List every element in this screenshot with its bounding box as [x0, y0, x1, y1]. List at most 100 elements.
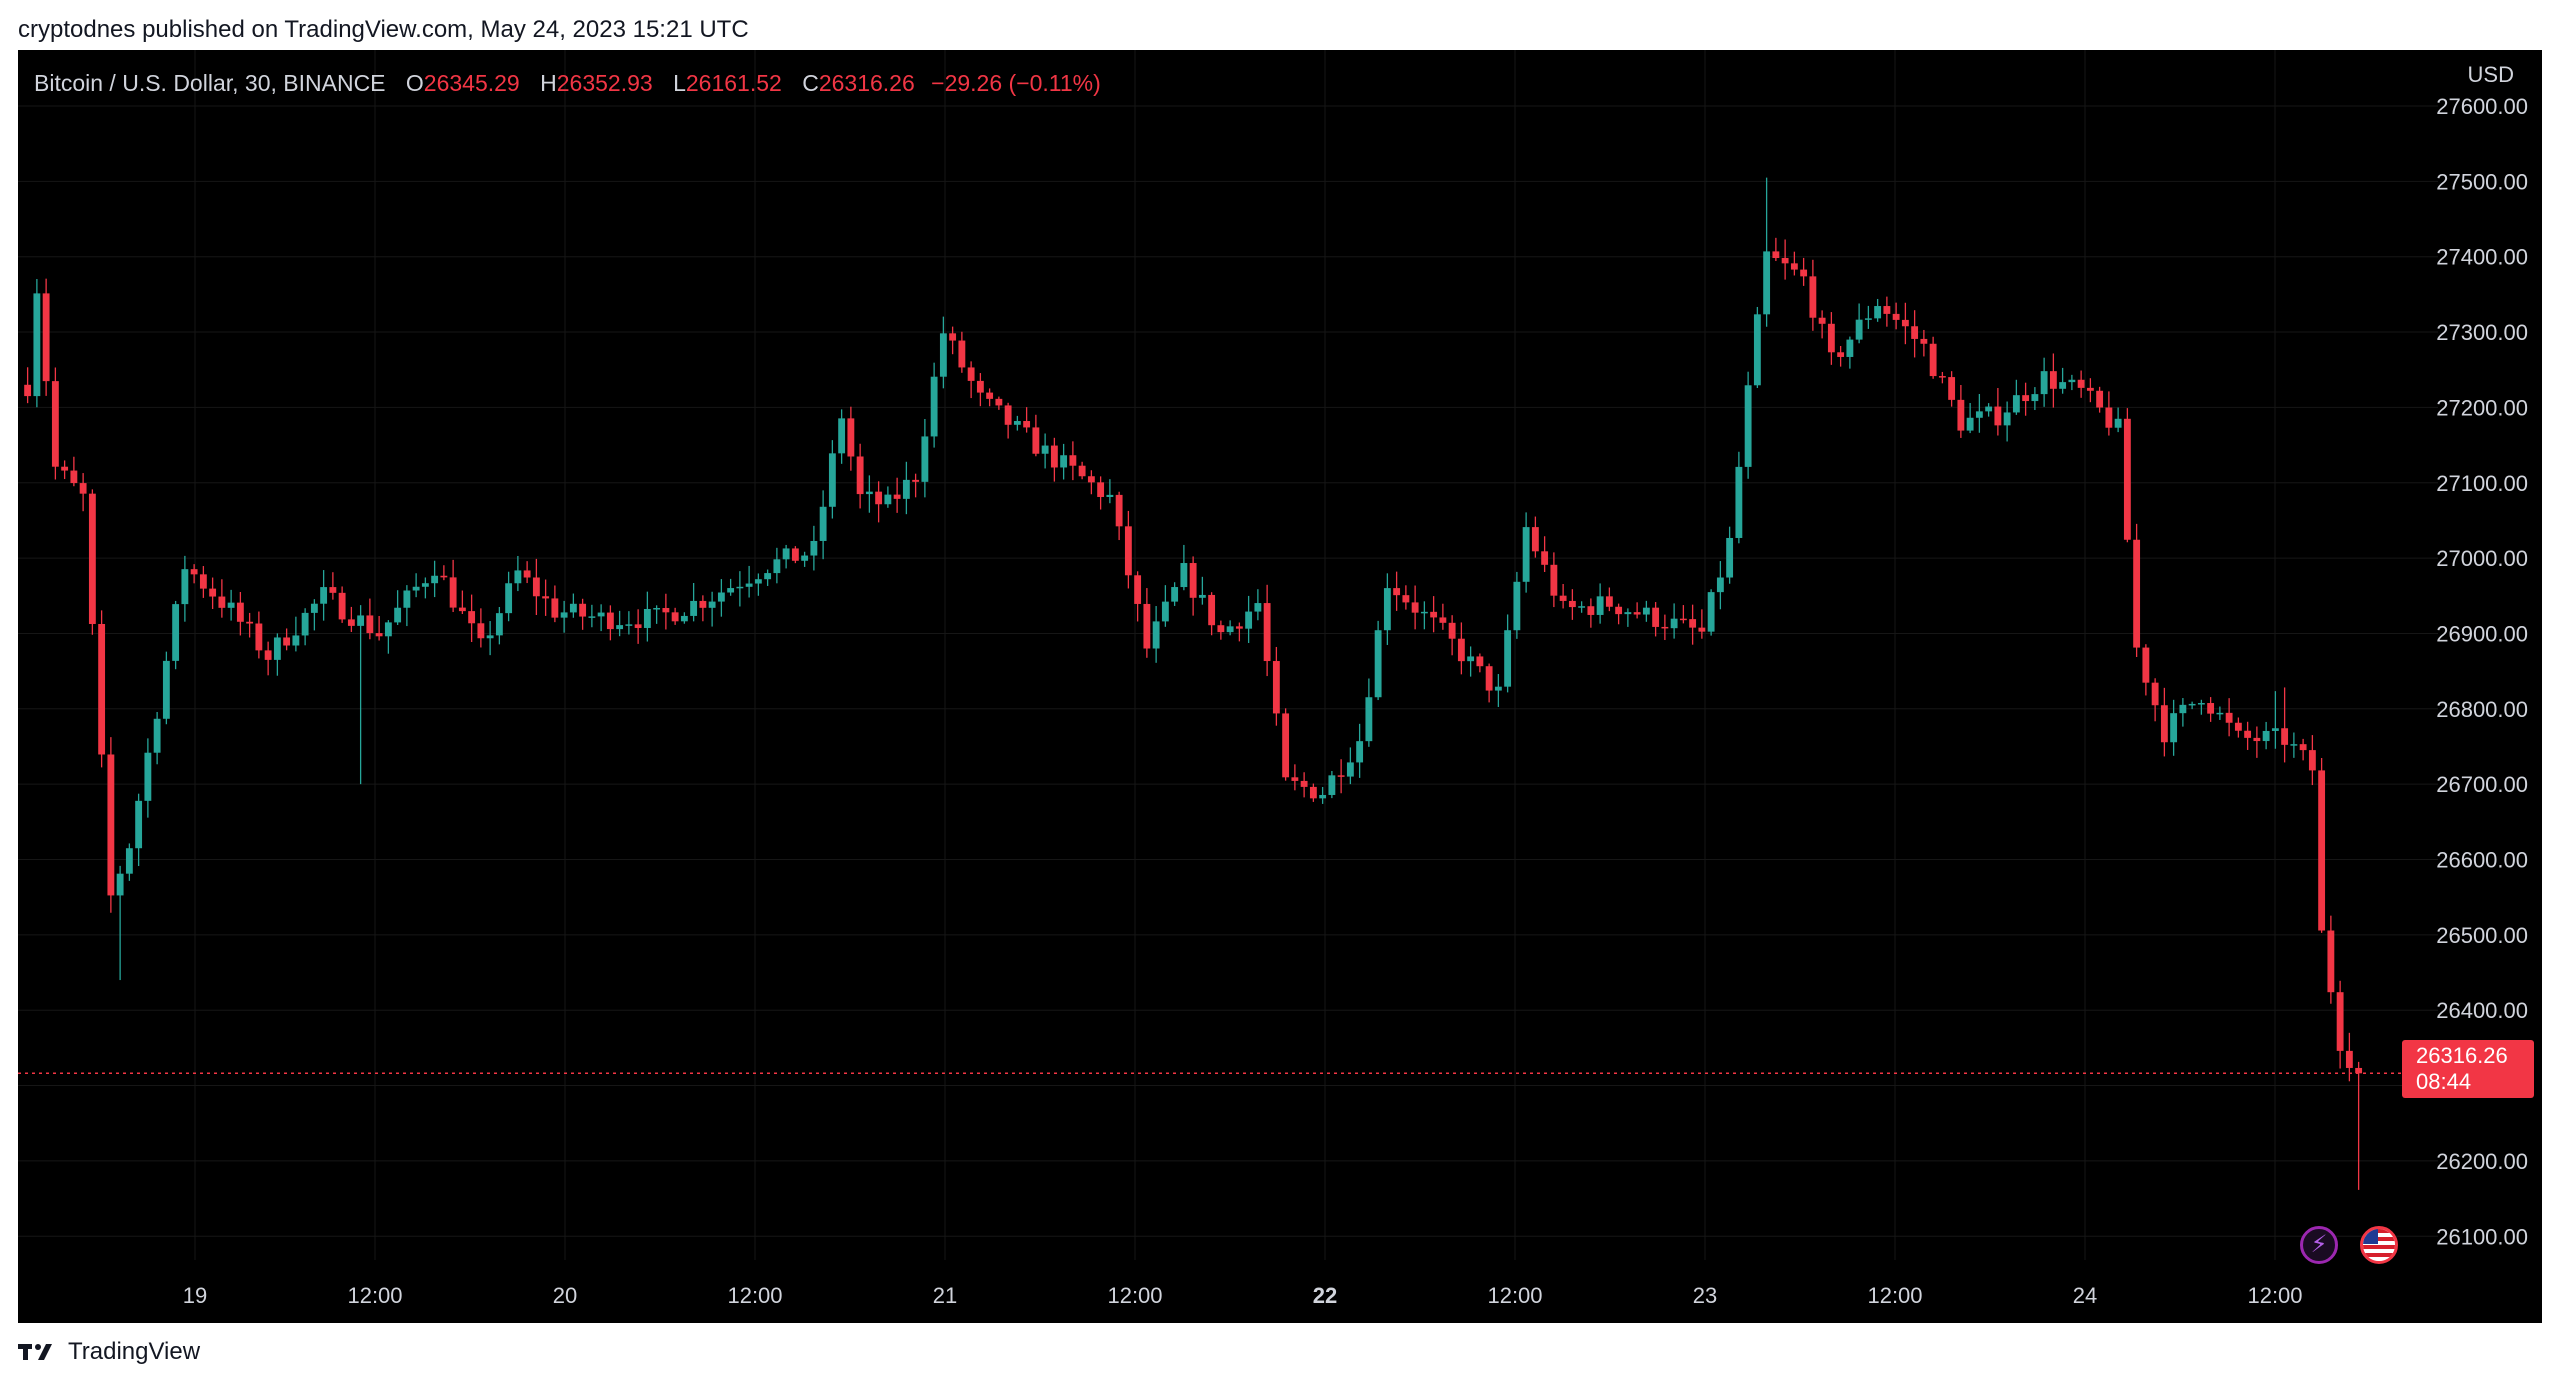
tradingview-logo-icon	[18, 1344, 52, 1360]
last-price-badge: 26316.26 08:44	[2402, 1040, 2534, 1098]
candle-body	[1652, 607, 1660, 627]
candle-body	[338, 592, 346, 620]
chart-area[interactable]: 27600.00 27500.00 27400.00 27300.00 27200.00…	[18, 50, 2542, 1323]
candle-body	[1356, 741, 1364, 763]
currency-label[interactable]: USD	[2467, 62, 2514, 87]
candle-body	[1587, 606, 1595, 615]
candle-body	[1457, 638, 1465, 662]
candle-body	[1800, 269, 1808, 277]
candle-body	[1596, 596, 1604, 615]
candle-body	[2012, 395, 2020, 413]
candle-body	[2086, 387, 2094, 391]
candlestick-chart[interactable]: 27600.00 27500.00 27400.00 27300.00 27200.00…	[18, 50, 2542, 1323]
candle-body	[2207, 703, 2215, 714]
candle-body	[1624, 612, 1632, 615]
candle-body	[1245, 611, 1253, 629]
time-tick-label: 24	[2073, 1283, 2097, 1308]
candle-body	[1707, 592, 1715, 632]
candle-body	[1670, 618, 1678, 629]
candle-body	[1568, 600, 1576, 608]
candle-body	[884, 494, 892, 505]
candle-body	[810, 540, 818, 556]
candle-body	[301, 612, 309, 636]
candle-body	[2308, 750, 2316, 771]
lightning-icon[interactable]: ⚡	[2300, 1226, 2338, 1264]
candle-body	[1827, 323, 1835, 353]
candle-body	[1920, 338, 1928, 344]
candle-body	[1615, 606, 1623, 615]
candle-body	[227, 602, 235, 608]
candle-body	[625, 624, 633, 626]
grid-lines	[18, 50, 2438, 1260]
candle-body	[1078, 465, 1086, 477]
candle-body	[671, 612, 679, 622]
candle-body	[2244, 730, 2252, 738]
candle-body	[1328, 775, 1336, 795]
tradingview-brand[interactable]: TradingView	[18, 1338, 200, 1366]
time-axis[interactable]: 19 12:00 20 12:00 21 12:00 22 12:00 23 12:00 24 12:…	[183, 1283, 2303, 1308]
candle-body	[606, 612, 614, 630]
candle-body	[1485, 666, 1493, 691]
price-tick-label: 27100.00	[2436, 471, 2528, 496]
candle-body	[2216, 712, 2224, 715]
candle-body	[1337, 775, 1345, 777]
candle-body	[135, 800, 143, 849]
candle-body	[1217, 625, 1225, 633]
candle-body	[1208, 594, 1216, 626]
time-tick-label: 23	[1693, 1283, 1717, 1308]
candle-body	[1975, 411, 1983, 418]
candle-body	[70, 470, 78, 484]
change-value: −29.26 (−0.11%)	[931, 70, 1101, 96]
candle-body	[1198, 594, 1206, 598]
candle-body	[246, 621, 254, 624]
candle-body	[893, 494, 901, 499]
price-tick-label: 27400.00	[2436, 245, 2528, 270]
candle-body	[1504, 630, 1512, 687]
candle-body	[976, 380, 984, 393]
candle-body	[199, 574, 207, 589]
candle-body	[560, 612, 568, 618]
candle-body	[745, 583, 753, 587]
candle-body	[1393, 588, 1401, 596]
candle-body	[791, 548, 799, 561]
candle-body	[310, 603, 318, 613]
candle-body	[347, 619, 355, 626]
candle-body	[1901, 319, 1909, 327]
candle-body	[2003, 412, 2011, 426]
time-tick-label: 12:00	[1867, 1283, 1922, 1308]
us-flag-icon[interactable]	[2360, 1226, 2398, 1264]
price-tick-label: 27300.00	[2436, 320, 2528, 345]
candle-body	[1291, 777, 1299, 781]
high-value: 26352.93	[556, 70, 653, 96]
candle-body	[107, 754, 115, 896]
candle-body	[2151, 682, 2159, 706]
candle-body	[2179, 704, 2187, 714]
candle-body	[449, 577, 457, 608]
time-tick-label: 12:00	[2247, 1283, 2302, 1308]
symbol-title[interactable]: Bitcoin / U.S. Dollar, 30, BINANCE	[34, 70, 386, 96]
candle-body	[2031, 394, 2039, 402]
price-axis[interactable]: 27600.00 27500.00 27400.00 27300.00 27200.00…	[2436, 94, 2528, 1249]
candle-body	[1060, 455, 1068, 468]
candle-body	[1698, 627, 1706, 632]
candle-body	[1809, 276, 1817, 318]
time-tick-label: 12:00	[1487, 1283, 1542, 1308]
time-tick-label: 21	[933, 1283, 957, 1308]
candle-body	[912, 479, 920, 482]
price-tick-label: 26700.00	[2436, 772, 2528, 797]
price-tick-label: 26500.00	[2436, 923, 2528, 948]
candle-body	[162, 660, 170, 719]
candle-body	[2355, 1067, 2363, 1074]
candle-body	[921, 436, 929, 482]
candle-body	[2040, 371, 2048, 395]
price-tick-label: 27000.00	[2436, 546, 2528, 571]
candle-body	[218, 596, 226, 608]
candle-body	[1124, 526, 1132, 576]
candle-body	[1263, 603, 1271, 662]
candle-body	[1346, 762, 1354, 777]
candle-body	[1448, 622, 1456, 639]
candle-body	[1300, 780, 1308, 787]
candle-body	[1309, 786, 1317, 799]
candle-body	[1189, 563, 1197, 598]
candle-body	[958, 340, 966, 368]
